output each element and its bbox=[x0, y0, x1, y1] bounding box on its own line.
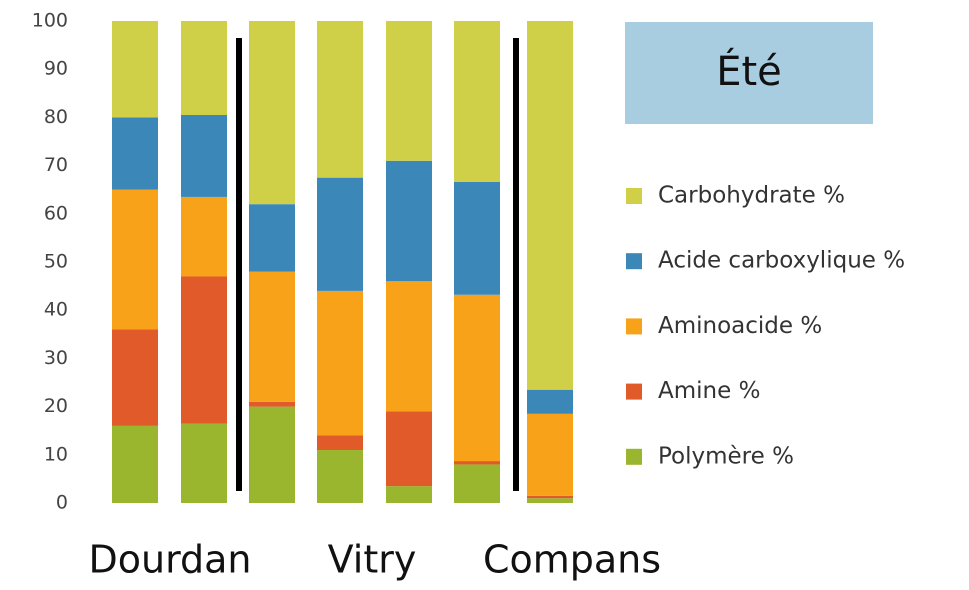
bar-segment bbox=[112, 117, 158, 190]
y-tick-label: 0 bbox=[56, 492, 68, 514]
legend-swatch bbox=[626, 318, 642, 335]
bar-segment bbox=[112, 21, 158, 118]
y-tick-label: 70 bbox=[44, 154, 68, 176]
legend-label: Amine % bbox=[658, 378, 760, 404]
y-tick-label: 60 bbox=[44, 202, 68, 224]
bar-segment bbox=[112, 329, 158, 426]
y-tick-label: 20 bbox=[44, 395, 68, 417]
bar-segment bbox=[317, 290, 363, 436]
bar-segment bbox=[527, 498, 573, 503]
bar-segment bbox=[249, 21, 295, 205]
bar-segment bbox=[386, 486, 432, 503]
bar-segment bbox=[249, 271, 295, 402]
legend-label: Aminoacide % bbox=[658, 313, 822, 339]
y-tick-label: 10 bbox=[44, 443, 68, 465]
y-tick-label: 80 bbox=[44, 106, 68, 128]
legend-swatch bbox=[626, 383, 642, 400]
y-tick-label: 40 bbox=[44, 299, 68, 321]
bar-segment bbox=[527, 495, 573, 499]
group-label: Compans bbox=[483, 538, 661, 582]
group-label: Dourdan bbox=[88, 538, 251, 582]
bar-segment bbox=[181, 196, 227, 277]
bar-segment bbox=[454, 181, 500, 295]
legend-swatch bbox=[626, 253, 642, 270]
legend-swatch bbox=[626, 188, 642, 204]
y-tick-label: 30 bbox=[44, 347, 68, 369]
bar-segment bbox=[249, 204, 295, 272]
bar-segment bbox=[527, 413, 573, 496]
y-tick-label: 50 bbox=[44, 251, 68, 273]
legend-swatch bbox=[626, 448, 642, 465]
bar-segment bbox=[454, 294, 500, 462]
chart-title: Été bbox=[716, 47, 782, 95]
bar-segment bbox=[527, 21, 573, 390]
bar-segment bbox=[527, 389, 573, 414]
bar-segment bbox=[386, 21, 432, 161]
group-label: Vitry bbox=[328, 538, 417, 582]
y-tick-label: 100 bbox=[32, 10, 68, 32]
bar-segment bbox=[181, 423, 227, 503]
bar-segment bbox=[454, 464, 500, 503]
bar-segment bbox=[386, 411, 432, 487]
bar-segment bbox=[181, 21, 227, 115]
bar-segment bbox=[112, 425, 158, 503]
bar-segment bbox=[317, 177, 363, 291]
legend-label: Carbohydrate % bbox=[658, 183, 845, 209]
bar-segment bbox=[181, 114, 227, 197]
bar-segment bbox=[317, 449, 363, 503]
bar-segment bbox=[112, 189, 158, 330]
legend-label: Acide carboxylique % bbox=[658, 248, 905, 274]
legend-label: Polymère % bbox=[658, 443, 794, 469]
bar-segment bbox=[386, 160, 432, 282]
bar-segment bbox=[181, 276, 227, 424]
bar-segment bbox=[249, 406, 295, 503]
bar-segment bbox=[317, 21, 363, 178]
title-box bbox=[625, 22, 873, 124]
y-tick-label: 90 bbox=[44, 58, 68, 80]
bar-segment bbox=[317, 435, 363, 450]
bar-segment bbox=[454, 461, 500, 465]
bar-segment bbox=[386, 281, 432, 412]
bar-segment bbox=[249, 401, 295, 407]
bar-segment bbox=[454, 21, 500, 182]
